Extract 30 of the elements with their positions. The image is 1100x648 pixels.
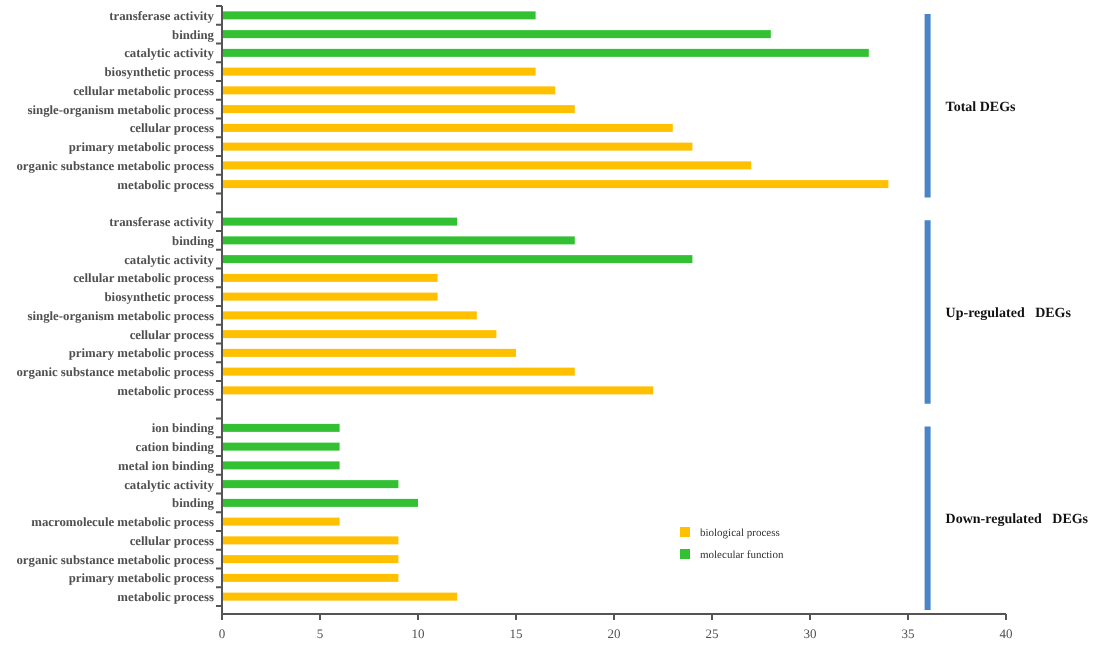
bar (222, 161, 752, 170)
bar (222, 11, 536, 20)
bar (222, 180, 889, 189)
bar (222, 48, 869, 57)
bar (222, 217, 458, 226)
bar (222, 442, 340, 451)
bar (222, 255, 693, 264)
bar (222, 367, 575, 376)
bar (222, 461, 340, 470)
bar (222, 592, 458, 601)
bar (222, 555, 399, 564)
bar (222, 423, 340, 432)
bar (222, 292, 438, 301)
bar (222, 517, 340, 526)
bar (222, 573, 399, 582)
bar (222, 86, 556, 95)
bar (222, 330, 497, 339)
bar (222, 142, 693, 151)
bar (222, 480, 399, 489)
bar (222, 273, 438, 282)
bar (222, 123, 673, 132)
bar (222, 311, 477, 320)
bar (222, 536, 399, 545)
bar (222, 67, 536, 76)
bar (222, 348, 516, 357)
bar (222, 105, 575, 114)
bar (222, 498, 418, 507)
bar (222, 386, 654, 395)
bar (222, 236, 575, 245)
bar (222, 30, 771, 39)
